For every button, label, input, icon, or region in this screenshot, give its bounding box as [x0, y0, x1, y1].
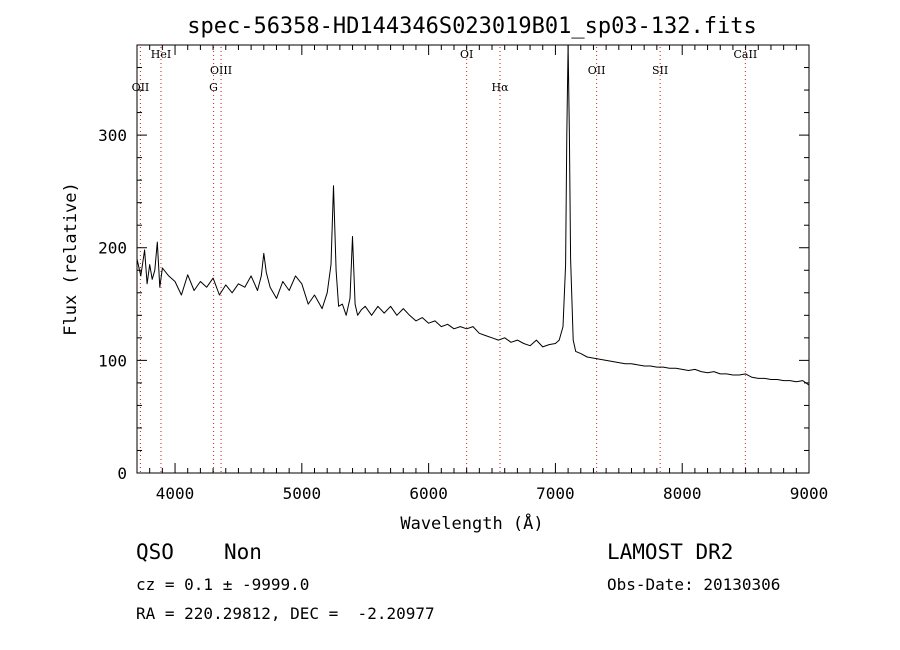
spectral-line-label: SII	[652, 64, 668, 77]
spectral-line-label: OII	[588, 64, 606, 77]
plot-frame	[136, 44, 810, 474]
spectral-line-label: CaII	[734, 48, 758, 61]
y-tick-label: 100	[98, 351, 127, 370]
x-tick-label: 4000	[156, 484, 195, 503]
spectral-line-label: OII	[132, 81, 150, 94]
x-axis-label: Wavelength (Å)	[400, 512, 543, 534]
spectral-line-label: OI	[460, 48, 473, 61]
spectral-lines: OII HeI G OIII OI Hα OII SII CaII	[132, 47, 758, 473]
y-axis-label: Flux (relative)	[61, 182, 81, 336]
x-tick-label: 6000	[409, 484, 448, 503]
x-tick-label: 8000	[663, 484, 702, 503]
spectrum-series-line	[136, 44, 810, 386]
spectral-line-label: HeI	[151, 48, 171, 61]
spectral-line-label: Hα	[491, 81, 509, 94]
series-layer	[136, 44, 810, 386]
x-tick-label: 7000	[536, 484, 575, 503]
x-tick-label: 9000	[790, 484, 829, 503]
object-subclass: Non	[224, 540, 262, 564]
y-tick-label: 0	[117, 464, 127, 483]
y-tick-label: 200	[98, 239, 127, 258]
redshift-info: cz = 0.1 ± -9999.0	[136, 575, 310, 594]
object-class: QSO	[136, 540, 174, 564]
axes: 4000 5000 6000 7000 8000 9000 0 100 200 300	[98, 44, 829, 503]
spectral-line-label: G	[209, 81, 218, 94]
spectral-line-label: OIII	[210, 64, 232, 77]
coordinates-info: RA = 220.29812, DEC = -2.20977	[136, 604, 435, 623]
y-tick-label: 300	[98, 126, 127, 145]
chart-title: spec-56358-HD144346S023019B01_sp03-132.f…	[187, 14, 757, 39]
x-tick-label: 5000	[283, 484, 322, 503]
observation-date: Obs-Date: 20130306	[607, 575, 781, 594]
survey-name: LAMOST DR2	[607, 540, 734, 564]
